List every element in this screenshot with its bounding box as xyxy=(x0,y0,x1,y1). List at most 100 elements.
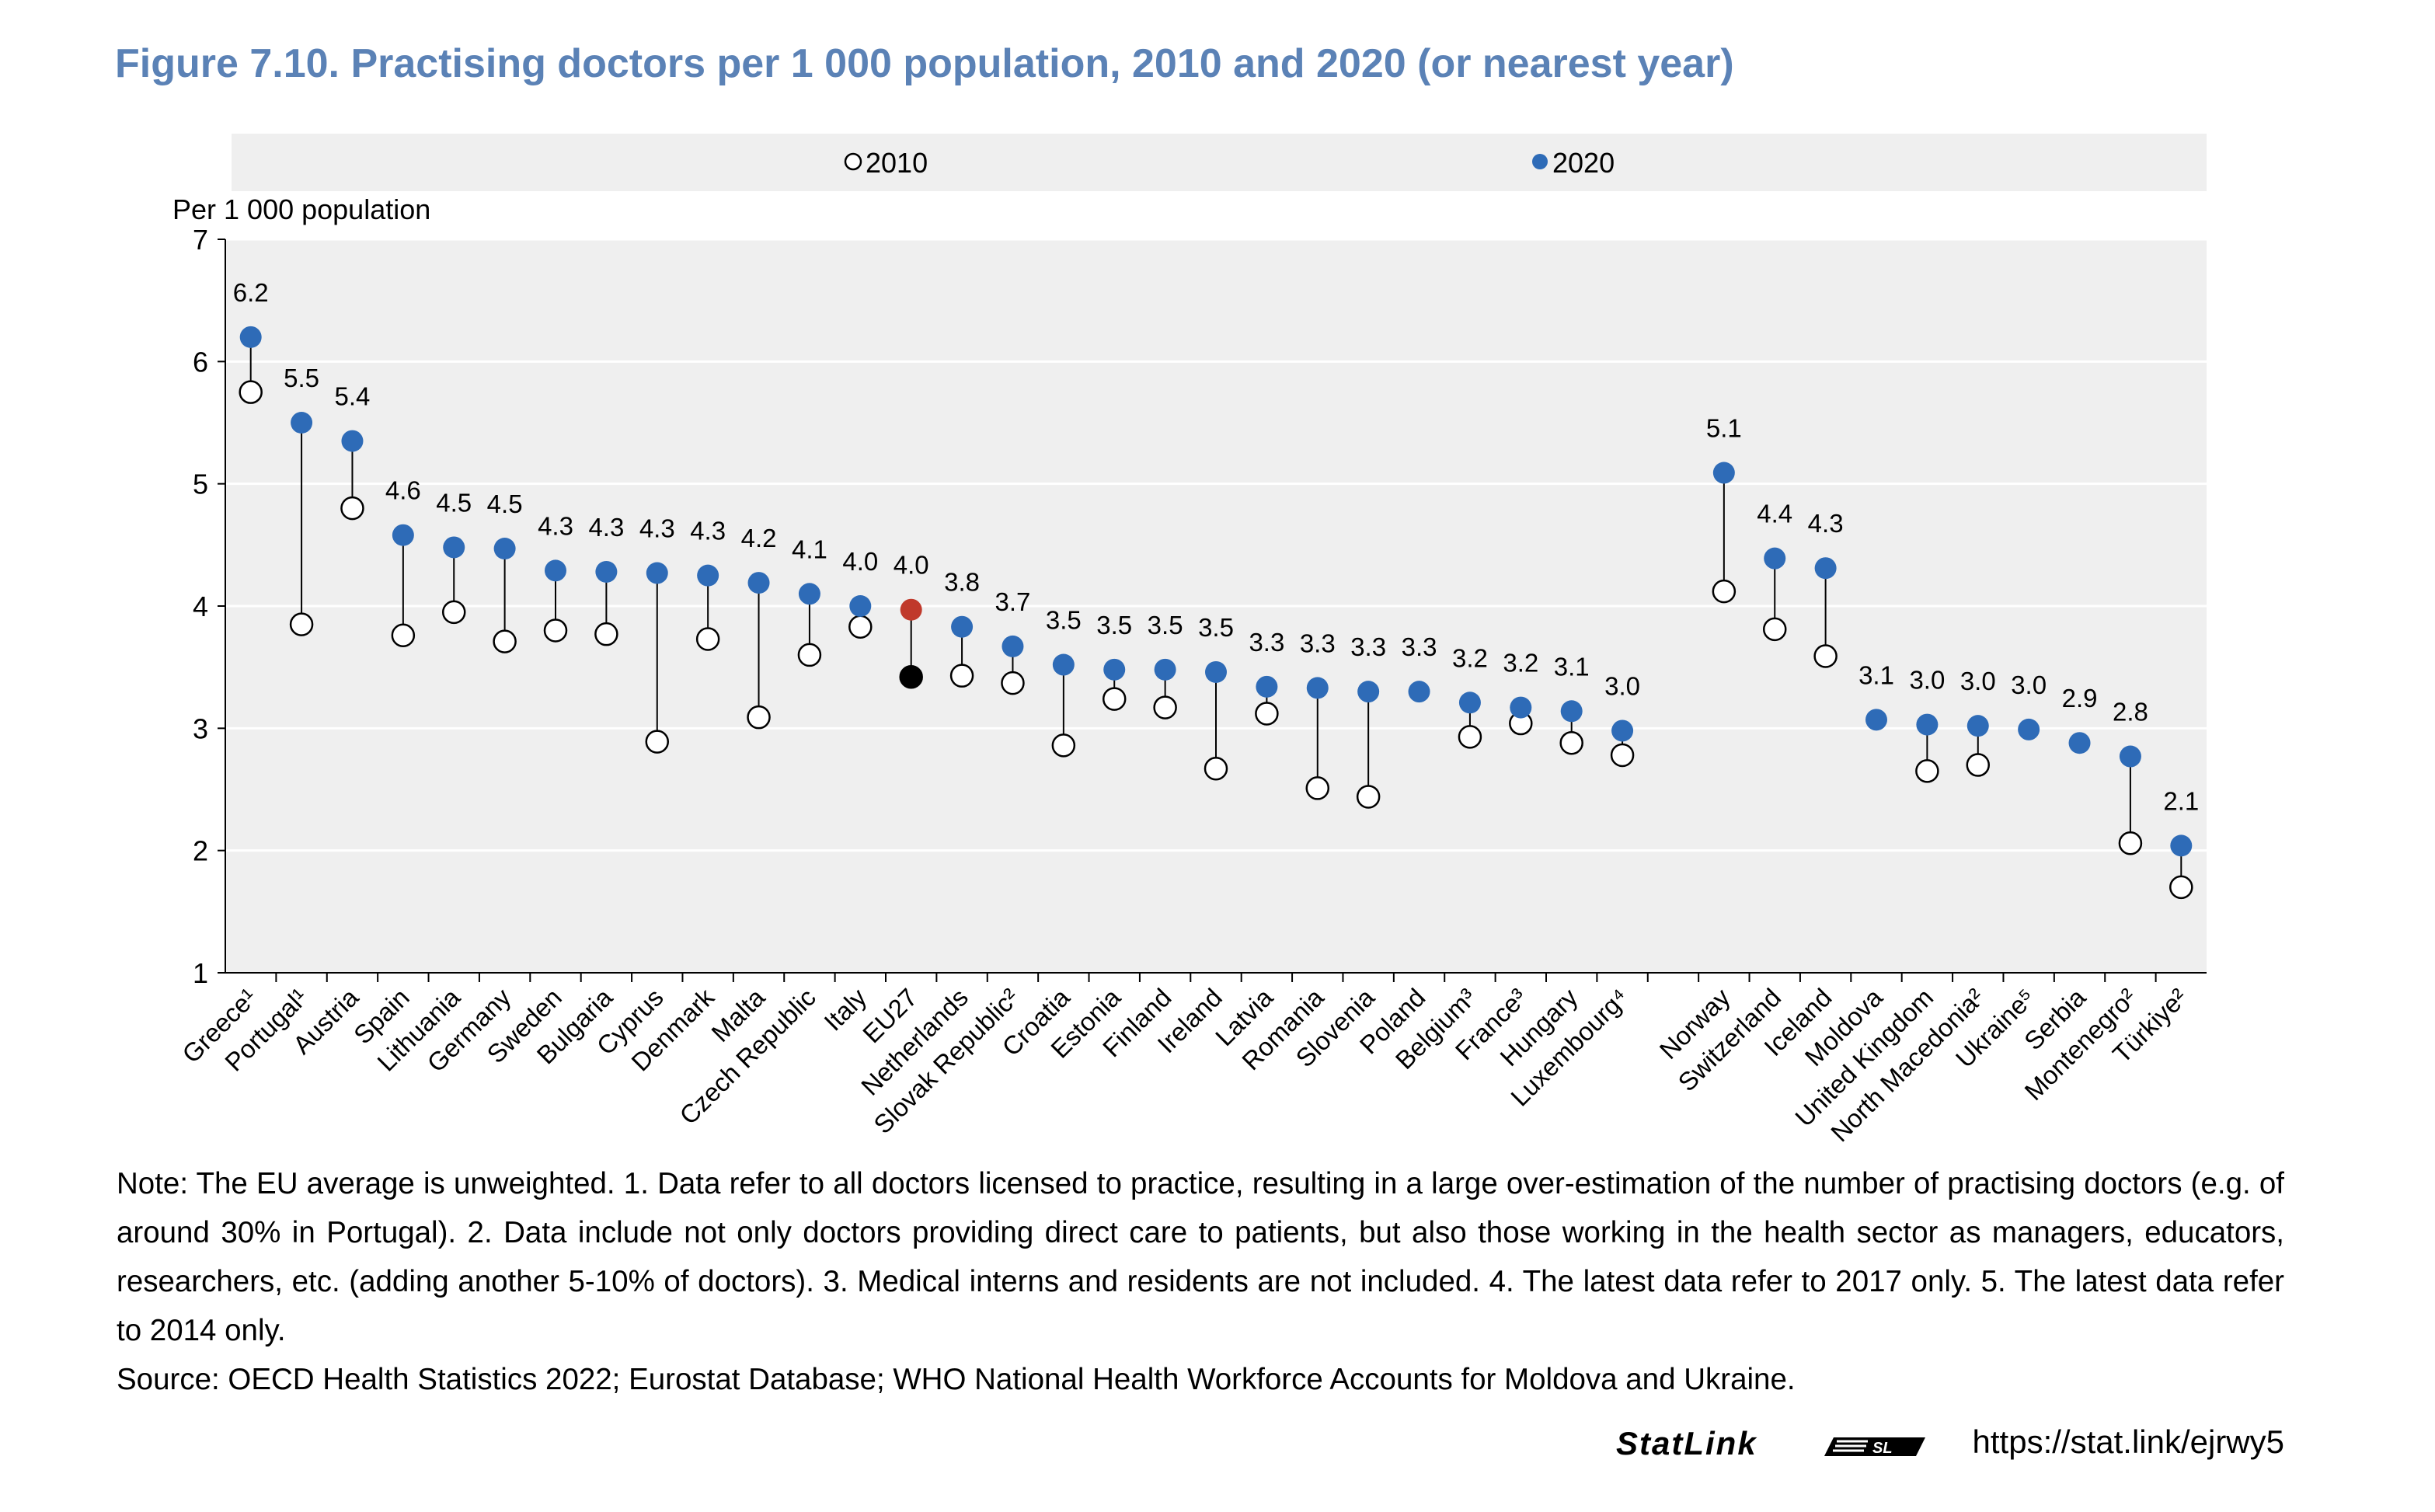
value-label: 4.6 xyxy=(385,476,421,505)
point-2010 xyxy=(1610,743,1635,768)
point-2010 xyxy=(747,705,771,730)
value-label: 3.3 xyxy=(1249,628,1284,657)
value-label: 3.5 xyxy=(1096,611,1132,639)
value-label: 4.1 xyxy=(792,535,827,563)
point-2020 xyxy=(291,412,313,434)
value-label: 5.1 xyxy=(1706,414,1742,443)
point-2020 xyxy=(1865,709,1887,731)
value-label: 4.0 xyxy=(842,547,878,576)
notes: Note: The EU average is unweighted. 1. D… xyxy=(117,1159,2284,1404)
value-label: 3.5 xyxy=(1148,611,1183,639)
point-2020 xyxy=(1560,700,1583,723)
point-2010 xyxy=(543,618,568,643)
point-2020 xyxy=(747,572,770,594)
point-2020 xyxy=(1408,681,1430,703)
point-2020 xyxy=(2018,718,2040,740)
point-2020 xyxy=(1306,677,1329,699)
point-2020 xyxy=(1458,692,1481,714)
dumbbell-chart: 2010 2020 Per 1 000 population 1 2 3 4 5 6 7 6… xyxy=(172,134,2207,1147)
y-tick-label: 1 xyxy=(193,957,208,989)
legend-label-2020: 2020 xyxy=(1552,147,1615,179)
point-2010 xyxy=(1458,725,1482,749)
statlink-brand: StatLink xyxy=(1616,1425,1757,1461)
value-label: 3.1 xyxy=(1858,660,1894,689)
point-2010 xyxy=(2118,831,2143,855)
y-tick-label: 5 xyxy=(193,469,208,500)
point-2010 xyxy=(1356,785,1381,809)
point-2010 xyxy=(899,665,923,689)
markers xyxy=(239,326,2193,900)
point-2010 xyxy=(1204,757,1228,781)
point-2010 xyxy=(2169,875,2193,900)
point-2020 xyxy=(900,598,922,621)
point-2020 xyxy=(1966,715,1989,737)
point-2010 xyxy=(340,496,364,521)
value-label: 4.2 xyxy=(741,524,777,552)
point-2020 xyxy=(646,562,668,584)
point-2010 xyxy=(1915,759,1939,783)
point-2010 xyxy=(1559,730,1583,755)
point-2020 xyxy=(798,583,820,605)
value-label: 3.2 xyxy=(1503,649,1538,678)
point-2010 xyxy=(695,627,720,651)
legend-box xyxy=(232,134,2207,191)
value-label: 3.5 xyxy=(1046,606,1082,635)
point-2020 xyxy=(1205,660,1227,683)
point-2010 xyxy=(797,643,822,667)
y-tick-label: 2 xyxy=(193,835,208,867)
value-label: 4.5 xyxy=(436,488,472,517)
point-2010 xyxy=(645,730,670,754)
value-label: 4.4 xyxy=(1757,500,1792,528)
axes xyxy=(218,239,2207,982)
point-2010 xyxy=(289,612,314,636)
point-2020 xyxy=(2170,834,2193,857)
value-label: 4.0 xyxy=(894,551,929,580)
point-2010 xyxy=(594,622,618,646)
value-label: 3.8 xyxy=(944,568,980,597)
point-2020 xyxy=(1002,635,1024,657)
point-2020 xyxy=(2119,745,2141,768)
value-label: 3.3 xyxy=(1402,632,1437,661)
point-2010 xyxy=(848,615,873,639)
value-label: 2.1 xyxy=(2163,786,2199,815)
legend-label-2010: 2010 xyxy=(866,147,928,179)
point-2020 xyxy=(1154,658,1176,681)
y-tick-label: 7 xyxy=(193,224,208,256)
point-2020 xyxy=(697,564,719,587)
point-2020 xyxy=(392,524,414,546)
point-2010 xyxy=(1255,702,1279,726)
point-2010 xyxy=(1712,579,1737,604)
y-tick-labels: 1 2 3 4 5 6 7 xyxy=(193,224,208,989)
point-2020 xyxy=(2068,732,2091,754)
value-label: 4.3 xyxy=(588,513,624,542)
legend-marker-2010 xyxy=(844,152,862,171)
value-label: 3.0 xyxy=(1909,666,1945,695)
value-labels: 6.2 5.5 5.4 4.6 4.5 4.5 4.3 4.3 4.3 4.3 4.2 4.1 4.0 4… xyxy=(233,278,2199,816)
point-2020 xyxy=(1916,713,1939,736)
value-label: 2.9 xyxy=(2062,684,2098,712)
value-label: 3.0 xyxy=(1604,671,1640,700)
point-2020 xyxy=(341,430,364,452)
note-text: Note: The EU average is unweighted. 1. D… xyxy=(117,1167,2284,1347)
x-tick-labels: Greece¹Portugal¹AustriaSpainLithuaniaGer… xyxy=(176,982,2193,1147)
point-2020 xyxy=(493,538,516,560)
value-label: 3.7 xyxy=(995,587,1031,616)
point-2020 xyxy=(1103,658,1126,681)
point-2010 xyxy=(493,629,517,653)
point-2010 xyxy=(1762,617,1787,642)
point-2010 xyxy=(1102,687,1127,711)
value-label: 3.2 xyxy=(1452,643,1488,672)
statlink-link[interactable]: https://stat.link/ejrwy5 xyxy=(1972,1423,2284,1460)
point-2020 xyxy=(1814,557,1837,580)
point-2010 xyxy=(441,600,466,625)
point-2020 xyxy=(239,326,262,348)
point-2020 xyxy=(1611,719,1634,742)
point-2020 xyxy=(849,595,872,617)
point-2010 xyxy=(239,380,263,404)
point-2020 xyxy=(1764,547,1786,570)
value-label: 3.3 xyxy=(1350,632,1386,661)
value-label: 6.2 xyxy=(233,278,269,307)
value-label: 4.3 xyxy=(639,514,675,543)
y-tick-label: 3 xyxy=(193,712,208,744)
point-2020 xyxy=(595,560,618,583)
